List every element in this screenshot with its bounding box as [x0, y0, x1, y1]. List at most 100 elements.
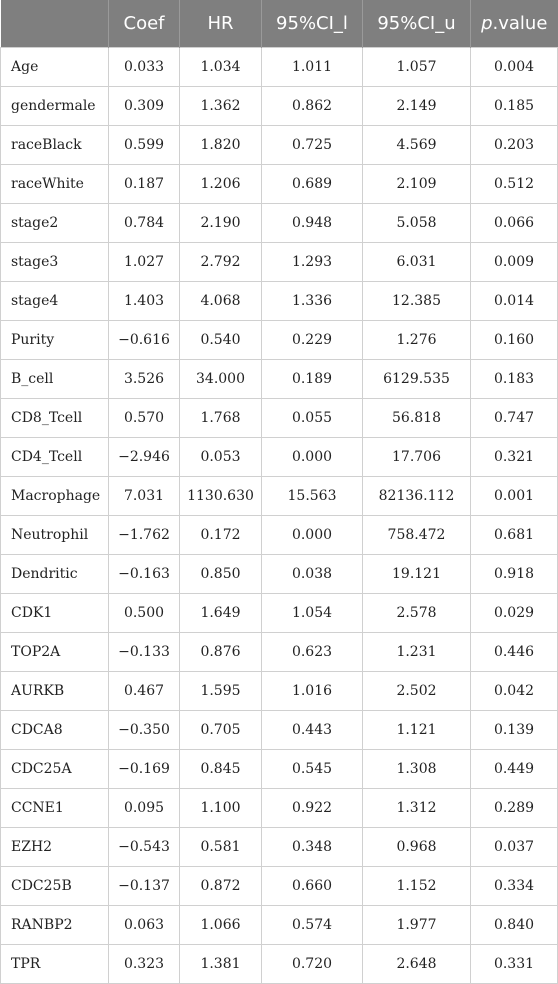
- cell-p-value: 0.681: [470, 515, 558, 555]
- cell-hr: 1.595: [179, 671, 262, 711]
- cell-ci-lower: 15.563: [261, 476, 363, 516]
- table-row: raceBlack 0.599 1.820 0.725 4.569 0.203: [0, 125, 558, 165]
- cell-hr: 0.876: [179, 632, 262, 672]
- cell-coef: 0.500: [108, 593, 180, 633]
- table-row: CD4_Tcell −2.946 0.053 0.000 17.706 0.321: [0, 437, 558, 477]
- table-body: Age 0.033 1.034 1.011 1.057 0.004 gendermale 0.…: [0, 47, 558, 984]
- cell-coef: 0.095: [108, 788, 180, 828]
- cell-coef: −0.133: [108, 632, 180, 672]
- cell-ci-lower: 0.862: [261, 86, 363, 126]
- cell-ci-upper: 1.977: [362, 905, 471, 945]
- cell-coef: 0.033: [108, 47, 180, 87]
- cell-hr: 2.792: [179, 242, 262, 282]
- cell-ci-upper: 1.308: [362, 749, 471, 789]
- cell-p-value: 0.331: [470, 944, 558, 984]
- cell-ci-lower: 0.725: [261, 125, 363, 165]
- table-row: CDC25A −0.169 0.845 0.545 1.308 0.449: [0, 749, 558, 789]
- cell-ci-upper: 1.121: [362, 710, 471, 750]
- cell-ci-lower: 1.016: [261, 671, 363, 711]
- cell-hr: 1.066: [179, 905, 262, 945]
- cell-ci-lower: 0.348: [261, 827, 363, 867]
- cell-p-value: 0.918: [470, 554, 558, 594]
- header-cell-ci-lower: 95%CI_l: [261, 0, 363, 48]
- header-cell-hr: HR: [179, 0, 262, 48]
- cell-p-value: 0.037: [470, 827, 558, 867]
- cell-ci-lower: 0.545: [261, 749, 363, 789]
- table-row: Macrophage 7.031 1130.630 15.563 82136.112 0.…: [0, 476, 558, 516]
- cell-ci-upper: 2.149: [362, 86, 471, 126]
- cell-variable: CD4_Tcell: [0, 437, 109, 477]
- cell-ci-upper: 1.152: [362, 866, 471, 906]
- cell-hr: 4.068: [179, 281, 262, 321]
- cell-hr: 1.820: [179, 125, 262, 165]
- cell-hr: 0.845: [179, 749, 262, 789]
- table-row: CDK1 0.500 1.649 1.054 2.578 0.029: [0, 593, 558, 633]
- cell-hr: 2.190: [179, 203, 262, 243]
- cell-ci-upper: 1.057: [362, 47, 471, 87]
- cell-ci-upper: 82136.112: [362, 476, 471, 516]
- cell-ci-lower: 0.720: [261, 944, 363, 984]
- header-cell-variable: [0, 0, 109, 48]
- cell-coef: −0.163: [108, 554, 180, 594]
- cell-variable: raceBlack: [0, 125, 109, 165]
- cell-ci-lower: 0.574: [261, 905, 363, 945]
- cell-ci-upper: 0.968: [362, 827, 471, 867]
- table-header: Coef HR 95%CI_l 95%CI_u p.value: [0, 0, 558, 48]
- cell-variable: AURKB: [0, 671, 109, 711]
- cell-ci-lower: 0.922: [261, 788, 363, 828]
- cell-ci-lower: 0.229: [261, 320, 363, 360]
- cell-ci-upper: 19.121: [362, 554, 471, 594]
- cell-p-value: 0.066: [470, 203, 558, 243]
- header-cell-coef: Coef: [108, 0, 180, 48]
- cell-p-value: 0.449: [470, 749, 558, 789]
- cell-variable: Dendritic: [0, 554, 109, 594]
- cell-variable: CD8_Tcell: [0, 398, 109, 438]
- cell-variable: gendermale: [0, 86, 109, 126]
- cell-variable: CDCA8: [0, 710, 109, 750]
- cell-ci-lower: 1.336: [261, 281, 363, 321]
- cell-ci-upper: 1.312: [362, 788, 471, 828]
- cell-p-value: 0.001: [470, 476, 558, 516]
- cell-p-value: 0.004: [470, 47, 558, 87]
- table-row: stage4 1.403 4.068 1.336 12.385 0.014: [0, 281, 558, 321]
- cell-ci-upper: 758.472: [362, 515, 471, 555]
- table-row: CDCA8 −0.350 0.705 0.443 1.121 0.139: [0, 710, 558, 750]
- cell-hr: 0.172: [179, 515, 262, 555]
- cell-variable: CDC25A: [0, 749, 109, 789]
- cell-ci-lower: 0.038: [261, 554, 363, 594]
- cell-ci-upper: 56.818: [362, 398, 471, 438]
- cell-variable: CDC25B: [0, 866, 109, 906]
- cell-hr: 1.100: [179, 788, 262, 828]
- cell-ci-lower: 0.623: [261, 632, 363, 672]
- cell-ci-upper: 17.706: [362, 437, 471, 477]
- cell-ci-upper: 12.385: [362, 281, 471, 321]
- cell-variable: stage2: [0, 203, 109, 243]
- cell-ci-lower: 1.293: [261, 242, 363, 282]
- cell-coef: −0.350: [108, 710, 180, 750]
- cell-ci-lower: 0.443: [261, 710, 363, 750]
- cell-p-value: 0.009: [470, 242, 558, 282]
- cell-variable: stage3: [0, 242, 109, 282]
- cell-coef: 0.467: [108, 671, 180, 711]
- header-p-italic: p: [481, 13, 493, 34]
- cell-coef: 1.403: [108, 281, 180, 321]
- cell-ci-lower: 1.054: [261, 593, 363, 633]
- cell-ci-upper: 2.578: [362, 593, 471, 633]
- table-row: Dendritic −0.163 0.850 0.038 19.121 0.918: [0, 554, 558, 594]
- cell-p-value: 0.183: [470, 359, 558, 399]
- header-row: Coef HR 95%CI_l 95%CI_u p.value: [0, 0, 558, 48]
- cell-p-value: 0.160: [470, 320, 558, 360]
- cell-coef: 7.031: [108, 476, 180, 516]
- cell-p-value: 0.014: [470, 281, 558, 321]
- cell-variable: Age: [0, 47, 109, 87]
- cell-coef: 0.784: [108, 203, 180, 243]
- cell-p-value: 0.446: [470, 632, 558, 672]
- cell-hr: 1.381: [179, 944, 262, 984]
- cell-ci-upper: 6.031: [362, 242, 471, 282]
- cell-ci-upper: 1.231: [362, 632, 471, 672]
- cell-ci-lower: 0.000: [261, 437, 363, 477]
- cell-hr: 0.850: [179, 554, 262, 594]
- cell-variable: CDK1: [0, 593, 109, 633]
- cell-variable: TPR: [0, 944, 109, 984]
- table-row: RANBP2 0.063 1.066 0.574 1.977 0.840: [0, 905, 558, 945]
